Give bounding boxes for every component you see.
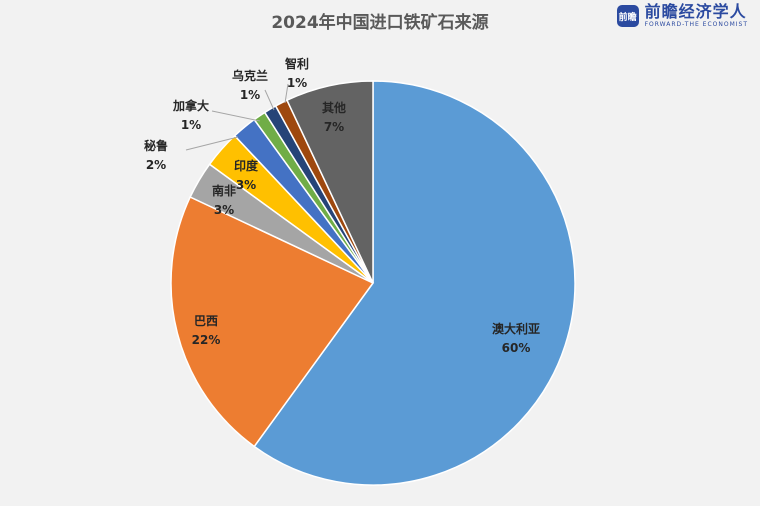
slice-name-label: 智利 <box>284 56 309 71</box>
slice-name-label: 秘鲁 <box>144 138 168 153</box>
pie-slice-9 <box>285 80 374 284</box>
slice-name-label: 巴西 <box>194 314 218 328</box>
brand-logo: 前瞻 前瞻经济学人 FORWARD-THE ECONOMIST <box>616 2 748 28</box>
slice-value-label: 1% <box>181 118 201 132</box>
slice-name-label: 其他 <box>322 100 346 115</box>
slice-value-label: 1% <box>240 88 260 102</box>
slice-value-label: 3% <box>236 178 256 192</box>
slice-value-label: 60% <box>502 341 531 355</box>
slice-value-label: 7% <box>324 120 344 134</box>
slice-name-label: 澳大利亚 <box>492 321 540 336</box>
logo-icon: 前瞻 <box>616 5 639 27</box>
slice-name-label: 南非 <box>212 183 236 198</box>
logo-name: 前瞻经济学人 <box>644 2 747 21</box>
slice-name-label: 加拿大 <box>172 98 209 113</box>
leader-line-6 <box>211 110 261 122</box>
pie-slice-1 <box>253 80 576 486</box>
slice-value-label: 3% <box>214 203 234 217</box>
slice-value-label: 2% <box>146 158 166 172</box>
logo-subtitle: FORWARD-THE ECONOMIST <box>644 21 748 28</box>
chart-title: 2024年中国进口铁矿石来源 <box>271 13 489 33</box>
leader-line-7 <box>264 89 275 111</box>
slice-name-label: 乌克兰 <box>232 68 268 83</box>
leader-line-8 <box>284 83 289 104</box>
slice-value-label: 22% <box>192 333 221 347</box>
leader-line-5 <box>185 136 239 151</box>
slice-value-label: 1% <box>287 76 307 90</box>
slice-name-label: 印度 <box>234 158 259 173</box>
